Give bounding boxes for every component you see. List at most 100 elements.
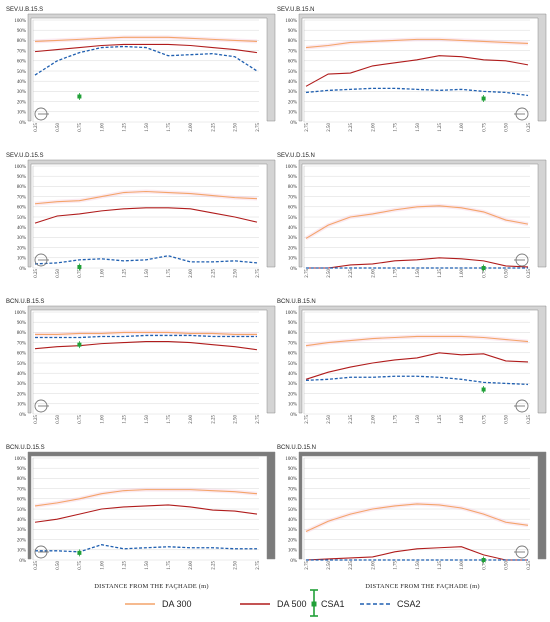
x-tick-label: 1.75: [394, 269, 399, 278]
y-tick-label: 60%: [17, 498, 26, 503]
room-frame: [298, 13, 547, 122]
x-tick-label: 0.25: [527, 415, 532, 424]
x-tick-label: 2.25: [211, 123, 216, 132]
series-da500-line: [34, 207, 258, 224]
x-tick-label: 0.25: [527, 123, 532, 132]
chart-panel-2: SEV.U.B.15.N 0% 10% 20% 30% 40% 50% 60% 70% 80% 90…: [277, 7, 547, 132]
y-tick-label: 20%: [17, 538, 26, 543]
room-frame: [27, 305, 276, 414]
y-tick-label: 40%: [288, 518, 297, 523]
x-tick-label: 2.00: [189, 561, 194, 570]
x-tick-label: 1.75: [167, 561, 172, 570]
x-tick-label: 1.25: [123, 561, 128, 570]
chart-panel-1: SEV.U.B.15.S 0% 10% 20% 30% 40% 50% 60% 70% 80% 90…: [6, 7, 276, 132]
legend-csa2-label: CSA2: [397, 599, 421, 609]
y-tick-label: 100%: [14, 457, 26, 462]
csa1-point: [77, 550, 82, 555]
y-tick-label: 70%: [288, 487, 297, 492]
x-tick-label: 0.25: [34, 123, 39, 132]
y-tick-label: 30%: [17, 236, 26, 241]
y-tick-label: 100%: [285, 19, 297, 24]
x-tick-label: 1.25: [438, 269, 443, 278]
y-tick-label: 40%: [288, 80, 297, 85]
csa1-point: [481, 387, 486, 392]
x-tick-label: 1.50: [145, 269, 150, 278]
y-tick-label: 50%: [288, 70, 297, 75]
x-tick-label: 2.75: [256, 269, 261, 278]
x-tick-label: 1.00: [100, 269, 105, 278]
x-tick-label: 2.50: [327, 123, 332, 132]
x-tick-label: 1.75: [394, 415, 399, 424]
y-tick-label: 80%: [288, 331, 297, 336]
x-tick-label: 1.50: [145, 415, 150, 424]
x-tick-label: 0.50: [56, 415, 61, 424]
series-csa2-line: [35, 334, 257, 339]
y-tick-label: 50%: [17, 216, 26, 221]
x-tick-label: 2.25: [349, 123, 354, 132]
y-tick-label: 100%: [285, 165, 297, 170]
y-tick-label: 70%: [288, 195, 297, 200]
y-tick-label: 70%: [17, 49, 26, 54]
x-tick-label: 2.75: [305, 415, 310, 424]
y-tick-label: 50%: [288, 362, 297, 367]
csa1-point: [481, 558, 486, 562]
y-tick-label: 10%: [17, 403, 26, 408]
series-da500-line: [305, 352, 529, 380]
x-tick-label: 1.50: [145, 561, 150, 570]
chart-panel-6: BCN.U.B.15.N 0% 10% 20% 30% 40% 50% 60% 70% 80% 90…: [277, 299, 547, 424]
legend: DA 300 DA 500 CSA1 CSA2: [125, 589, 421, 617]
series-da300-line: [305, 38, 529, 49]
y-tick-label: 30%: [288, 236, 297, 241]
x-tick-label: 0.50: [56, 269, 61, 278]
y-tick-label: 0%: [290, 413, 297, 418]
y-tick-label: 0%: [19, 559, 26, 564]
x-tick-label: 2.50: [234, 415, 239, 424]
y-tick-label: 10%: [288, 403, 297, 408]
panel-title: BCN.U.B.15.S: [6, 299, 44, 305]
room-frame: [298, 159, 547, 268]
y-tick-label: 40%: [17, 372, 26, 377]
x-tick-label: 1.00: [460, 561, 465, 570]
room-frame: [298, 305, 547, 414]
x-tick-label: 2.25: [349, 561, 354, 570]
y-tick-label: 100%: [285, 311, 297, 316]
csa1-point: [77, 94, 82, 99]
x-tick-label: 2.75: [256, 123, 261, 132]
y-tick-label: 80%: [288, 477, 297, 482]
y-tick-label: 80%: [17, 477, 26, 482]
x-tick-label: 0.75: [482, 415, 487, 424]
x-tick-label: 2.50: [327, 561, 332, 570]
panel-title: SEV.U.B.15.N: [277, 7, 314, 13]
y-tick-label: 10%: [288, 257, 297, 262]
series-da500-line: [305, 55, 529, 87]
y-tick-label: 30%: [17, 528, 26, 533]
room-frame: [27, 13, 276, 122]
panel-title: BCN.U.B.15.N: [277, 299, 316, 305]
room-frame: [27, 451, 276, 560]
series-da300-line: [34, 190, 258, 205]
x-tick-label: 0.75: [78, 123, 83, 132]
x-tick-label: 0.50: [505, 269, 510, 278]
y-tick-label: 80%: [288, 39, 297, 44]
x-tick-label: 2.50: [234, 561, 239, 570]
y-tick-label: 90%: [288, 467, 297, 472]
x-tick-label: 2.25: [211, 561, 216, 570]
panel-title: SEV.U.D.15.S: [6, 153, 43, 159]
y-tick-label: 10%: [288, 549, 297, 554]
room-frame: [298, 451, 547, 560]
legend-csa1-label: CSA1: [321, 599, 345, 609]
x-tick-label: 1.50: [416, 561, 421, 570]
y-tick-label: 80%: [17, 185, 26, 190]
y-tick-label: 50%: [288, 508, 297, 513]
y-tick-label: 100%: [14, 311, 26, 316]
x-tick-label: 1.00: [100, 561, 105, 570]
y-tick-label: 80%: [288, 185, 297, 190]
x-tick-label: 0.75: [78, 415, 83, 424]
y-tick-label: 20%: [288, 246, 297, 251]
y-tick-label: 60%: [17, 352, 26, 357]
x-tick-label: 0.25: [34, 415, 39, 424]
y-tick-label: 70%: [288, 341, 297, 346]
y-tick-label: 90%: [288, 321, 297, 326]
x-tick-label: 2.75: [256, 415, 261, 424]
